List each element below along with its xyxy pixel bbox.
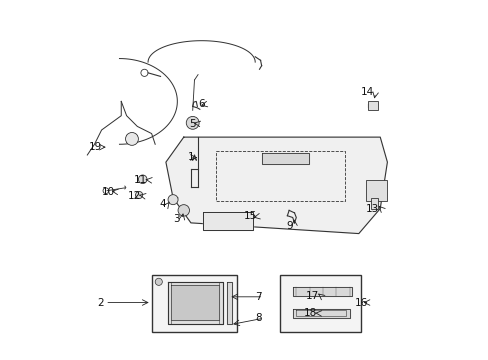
Text: 2: 2 <box>97 297 103 307</box>
Text: 17: 17 <box>305 291 319 301</box>
Text: 11: 11 <box>134 175 147 185</box>
Text: 3: 3 <box>173 214 180 224</box>
Text: 18: 18 <box>303 308 316 318</box>
Circle shape <box>135 192 142 199</box>
Circle shape <box>125 132 138 145</box>
Polygon shape <box>203 212 253 230</box>
Polygon shape <box>262 153 308 164</box>
FancyBboxPatch shape <box>151 275 237 332</box>
Circle shape <box>186 116 199 129</box>
Polygon shape <box>171 285 219 320</box>
Polygon shape <box>226 282 231 324</box>
Text: 16: 16 <box>354 297 367 307</box>
Circle shape <box>138 175 147 184</box>
Text: 4: 4 <box>159 199 165 209</box>
Text: 12: 12 <box>127 191 141 201</box>
Text: 1: 1 <box>187 153 194 162</box>
Polygon shape <box>365 180 386 202</box>
Circle shape <box>178 204 189 216</box>
Circle shape <box>168 195 178 204</box>
FancyBboxPatch shape <box>280 275 360 332</box>
Text: 15: 15 <box>243 211 257 221</box>
Text: 7: 7 <box>255 292 261 302</box>
Text: 10: 10 <box>102 187 115 197</box>
Circle shape <box>155 278 162 285</box>
Text: 14: 14 <box>360 87 373 98</box>
Polygon shape <box>370 198 378 208</box>
Polygon shape <box>165 137 386 234</box>
Text: 19: 19 <box>88 142 102 152</box>
Polygon shape <box>367 102 378 111</box>
Polygon shape <box>292 309 349 318</box>
Text: 6: 6 <box>198 99 204 109</box>
Text: 8: 8 <box>255 313 261 323</box>
Text: 5: 5 <box>189 118 196 129</box>
Polygon shape <box>292 287 351 296</box>
Text: 9: 9 <box>285 221 292 231</box>
Polygon shape <box>167 282 223 324</box>
Text: 13: 13 <box>366 203 379 213</box>
